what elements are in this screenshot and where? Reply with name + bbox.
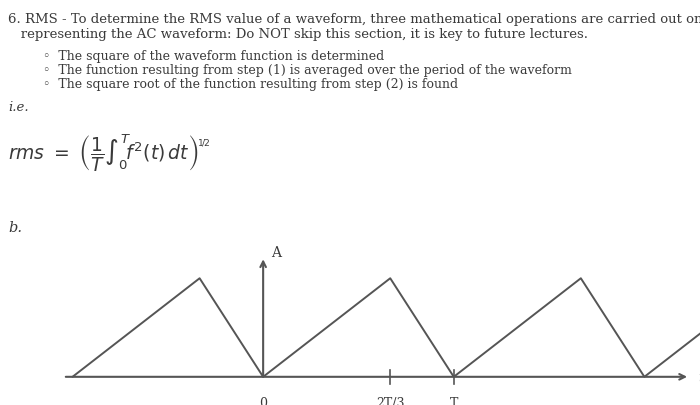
Text: 0: 0 bbox=[259, 396, 267, 405]
Text: ◦  The function resulting from step (1) is averaged over the period of the wavef: ◦ The function resulting from step (1) i… bbox=[43, 64, 573, 77]
Text: T: T bbox=[449, 396, 458, 405]
Text: b.: b. bbox=[8, 221, 22, 234]
Text: 6. RMS - To determine the RMS value of a waveform, three mathematical operations: 6. RMS - To determine the RMS value of a… bbox=[8, 13, 700, 26]
Text: ◦  The square of the waveform function is determined: ◦ The square of the waveform function is… bbox=[43, 49, 385, 62]
Text: t: t bbox=[698, 370, 700, 384]
Text: i.e.: i.e. bbox=[8, 100, 29, 113]
Text: $\mathit{rms}\ =\ \left(\dfrac{1}{T}\int_0^T \!f^2(t)\,dt\right)^{\!{}^{1\!/\!2}: $\mathit{rms}\ =\ \left(\dfrac{1}{T}\int… bbox=[8, 133, 210, 174]
Text: 2T/3: 2T/3 bbox=[376, 396, 405, 405]
Text: representing the AC waveform: Do NOT skip this section, it is key to future lect: representing the AC waveform: Do NOT ski… bbox=[8, 28, 589, 40]
Text: ◦  The square root of the function resulting from step (2) is found: ◦ The square root of the function result… bbox=[43, 78, 458, 91]
Text: A: A bbox=[271, 246, 281, 260]
